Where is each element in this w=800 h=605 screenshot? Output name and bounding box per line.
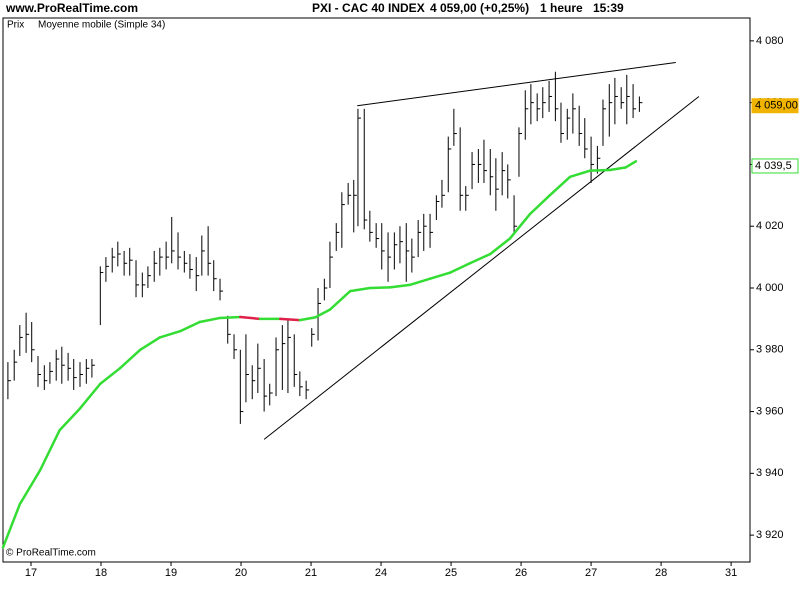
price-marker-label: 4 039,5 xyxy=(755,160,792,172)
y-tick-label: 3 920 xyxy=(756,529,784,541)
title: PXI - CAC 40 INDEX xyxy=(312,1,425,15)
average-segment xyxy=(489,237,512,256)
plot-frame xyxy=(2,17,751,563)
time: 15:39 xyxy=(593,1,624,15)
y-tick-label: 4 000 xyxy=(756,282,784,294)
y-tick-label: 3 960 xyxy=(756,405,784,417)
average-segment xyxy=(528,194,552,216)
average-segment xyxy=(589,168,612,172)
average-segment xyxy=(408,277,432,287)
average-segment xyxy=(138,336,162,352)
legend-price: Prix xyxy=(7,20,24,31)
x-tick-label: 18 xyxy=(95,567,107,579)
x-tick-label: 24 xyxy=(375,567,387,579)
average-segment xyxy=(178,320,201,333)
average-segment xyxy=(239,315,262,321)
average-segment xyxy=(568,169,592,179)
x-tick-label: 20 xyxy=(235,567,247,579)
average-segment xyxy=(298,316,317,322)
average-segment xyxy=(198,316,222,324)
average-segment xyxy=(38,428,61,472)
average-segment xyxy=(328,289,352,311)
average-segment xyxy=(18,469,42,506)
average-segment xyxy=(99,367,122,386)
average-segment xyxy=(158,329,182,339)
average-segment xyxy=(508,212,532,240)
price-marker xyxy=(751,98,799,114)
x-tick-label: 27 xyxy=(585,567,597,579)
y-tick-label: 4 020 xyxy=(756,220,784,232)
interval: 1 heure xyxy=(540,1,583,15)
average-segment xyxy=(624,160,638,169)
x-tick-label: 17 xyxy=(25,567,37,579)
x-tick-label: 19 xyxy=(165,567,177,579)
price-marker xyxy=(751,158,799,174)
average-segment xyxy=(468,252,492,265)
x-tick-label: 31 xyxy=(725,567,737,579)
average-segment xyxy=(428,271,452,280)
average-segment xyxy=(218,315,242,320)
average-segment xyxy=(449,262,472,274)
trendline xyxy=(263,96,700,440)
y-tick-label: 3 940 xyxy=(756,467,784,479)
average-segment xyxy=(313,308,332,319)
average-segment xyxy=(58,407,82,432)
x-tick-label: 28 xyxy=(655,567,667,579)
average-segment xyxy=(78,382,102,410)
average-segment xyxy=(278,317,302,322)
average-segment xyxy=(348,286,372,293)
x-tick-label: 21 xyxy=(305,567,317,579)
average-segment xyxy=(1,502,22,549)
price-marker-label: 4 059,00 xyxy=(755,100,798,112)
average-segment xyxy=(548,175,572,197)
quote: 4 059,00 (+0,25%) xyxy=(430,1,529,15)
average-segment xyxy=(368,286,392,290)
y-tick-label: 4 080 xyxy=(756,35,784,47)
y-tick-label: 3 980 xyxy=(756,344,784,356)
x-tick-label: 26 xyxy=(515,567,527,579)
trendline xyxy=(357,61,676,107)
average-segment xyxy=(608,166,627,172)
footer: © ProRealTime.com xyxy=(6,548,96,559)
x-tick-label: 25 xyxy=(445,567,457,579)
average-segment xyxy=(388,283,412,289)
average-segment xyxy=(118,348,142,370)
site: www.ProRealTime.com xyxy=(5,1,138,15)
legend-average: Moyenne mobile (Simple 34) xyxy=(38,20,165,31)
